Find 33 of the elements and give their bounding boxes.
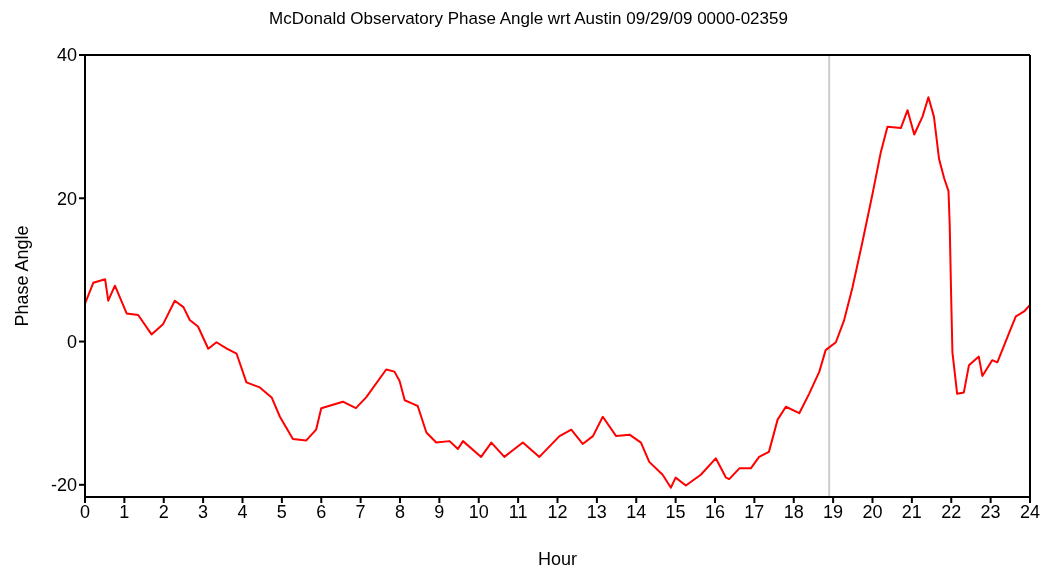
x-tick-label: 21 xyxy=(901,501,922,522)
x-tick-label: 13 xyxy=(586,501,607,522)
x-tick-label: 10 xyxy=(468,501,489,522)
y-axis-title: Phase Angle xyxy=(12,225,33,327)
x-tick-label: 15 xyxy=(665,501,686,522)
x-tick-label: 24 xyxy=(1019,501,1041,522)
x-tick-label: 19 xyxy=(823,501,844,522)
chart-title: McDonald Observatory Phase Angle wrt Austin 09/29/09 0000-02359 xyxy=(268,8,789,30)
x-tick-label: 6 xyxy=(316,501,327,522)
x-tick-label: 7 xyxy=(355,501,366,522)
x-tick-label: 14 xyxy=(626,501,647,522)
x-tick-label: 23 xyxy=(980,501,1001,522)
x-tick-label: 18 xyxy=(783,501,804,522)
x-tick-label: 5 xyxy=(276,501,287,522)
x-tick-label: 9 xyxy=(434,501,445,522)
y-tick-label: -20 xyxy=(50,475,77,496)
x-tick-label: 1 xyxy=(119,501,130,522)
x-tick-label: 22 xyxy=(941,501,962,522)
x-tick-label: 3 xyxy=(198,501,209,522)
y-tick-label: 20 xyxy=(56,188,77,209)
x-tick-label: 16 xyxy=(704,501,726,522)
x-tick-label: 0 xyxy=(79,501,91,522)
x-tick-label: 4 xyxy=(237,501,248,522)
x-tick-label: 20 xyxy=(862,501,883,522)
x-tick-label: 8 xyxy=(394,501,406,522)
line-series xyxy=(85,96,1030,489)
y-tick-label: 40 xyxy=(56,45,77,66)
x-tick-label: 11 xyxy=(508,501,528,522)
x-axis-title: Hour xyxy=(537,549,578,569)
y-tick-label: 0 xyxy=(66,331,77,352)
x-tick-label: 17 xyxy=(744,501,765,522)
x-tick-label: 2 xyxy=(158,501,169,522)
x-tick-label: 12 xyxy=(547,501,568,522)
